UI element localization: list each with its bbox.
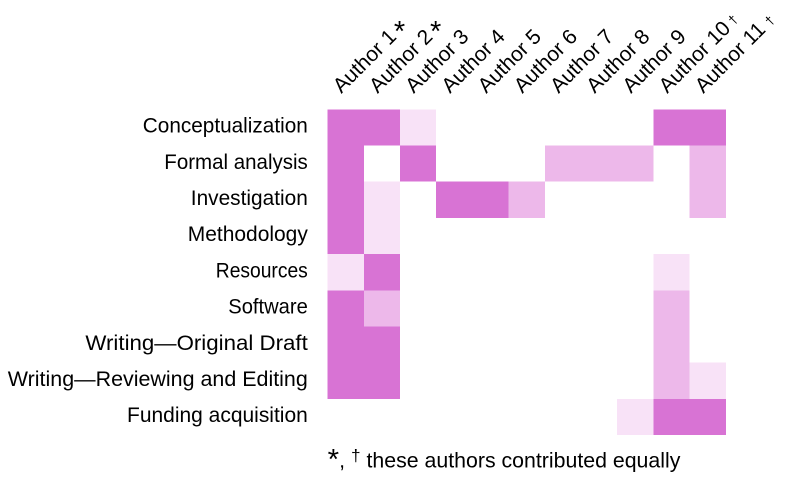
svg-text:Conceptualization: Conceptualization <box>143 115 308 138</box>
svg-text:*: * <box>394 16 405 48</box>
svg-text:Writing—Reviewing and Editing: Writing—Reviewing and Editing <box>8 368 308 391</box>
svg-text:*: * <box>430 16 441 48</box>
svg-text:Formal analysis: Formal analysis <box>164 151 308 174</box>
svg-text:Investigation: Investigation <box>191 187 308 210</box>
svg-text:Funding acquisition: Funding acquisition <box>127 404 308 427</box>
svg-text:Methodology: Methodology <box>188 223 308 246</box>
svg-text:*, † these authors contributed: *, † these authors contributed equally <box>328 444 681 476</box>
svg-text:Software: Software <box>228 296 308 319</box>
svg-text:Resources: Resources <box>216 259 308 282</box>
svg-text:Writing—Original Draft: Writing—Original Draft <box>85 332 308 355</box>
